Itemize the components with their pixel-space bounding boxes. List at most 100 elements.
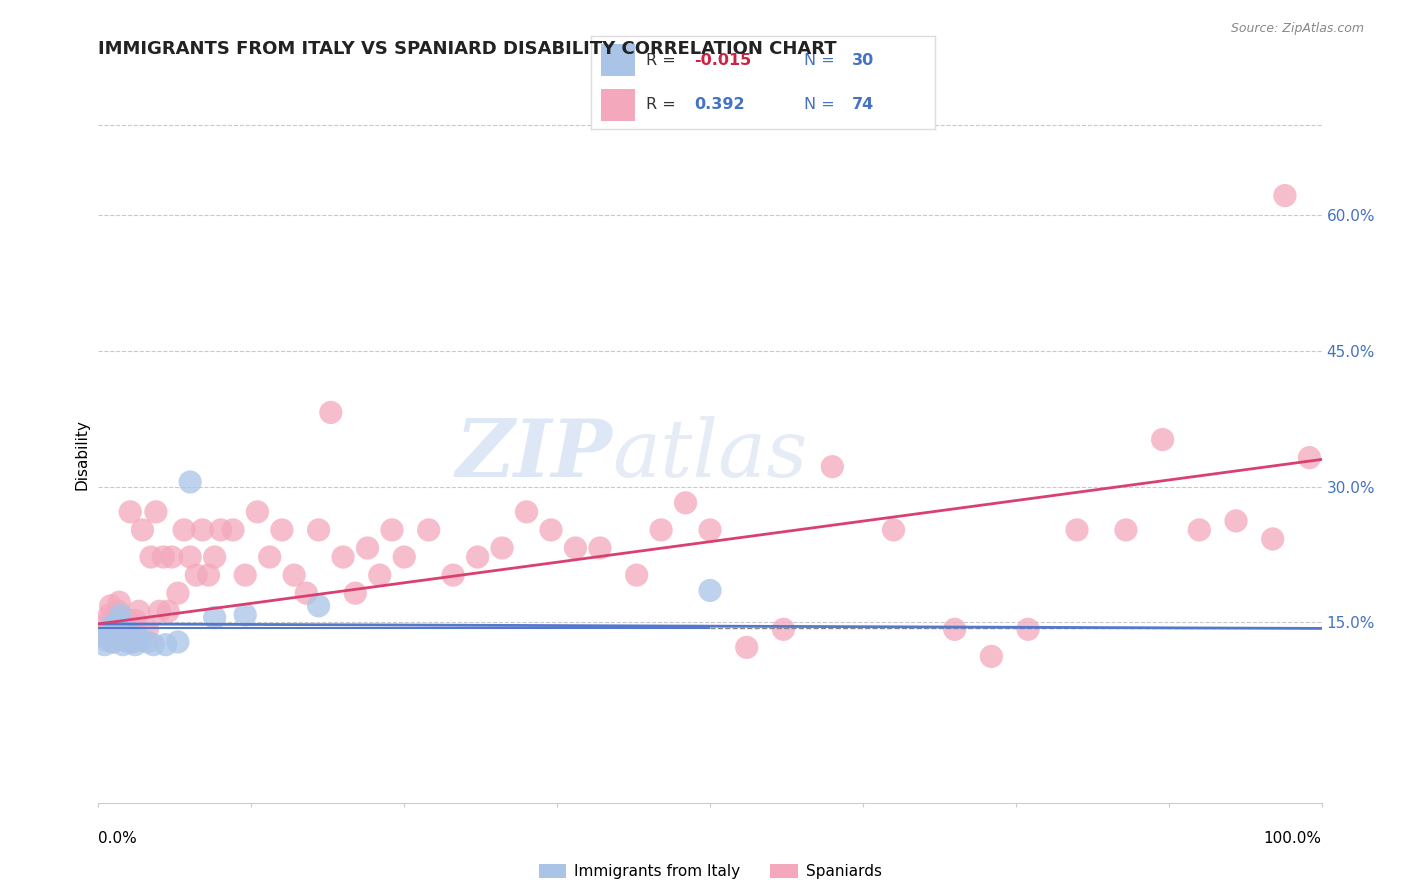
Point: [392, 549, 416, 564]
Point: [308, 523, 330, 537]
Point: [118, 635, 141, 649]
Y-axis label: Disability: Disability: [75, 419, 90, 491]
Point: [136, 623, 159, 637]
Point: [356, 541, 378, 555]
Point: [418, 523, 440, 537]
Point: [332, 549, 354, 564]
Point: [149, 604, 172, 618]
Text: ZIP: ZIP: [456, 417, 612, 493]
Text: 100.0%: 100.0%: [1264, 831, 1322, 846]
Point: [650, 523, 672, 537]
Point: [107, 604, 129, 618]
Point: [1066, 523, 1088, 537]
Point: [735, 640, 758, 655]
Point: [699, 523, 721, 537]
Point: [491, 541, 513, 555]
Point: [136, 635, 159, 649]
Point: [112, 633, 135, 648]
Point: [105, 610, 128, 624]
Point: [108, 595, 131, 609]
Point: [204, 549, 226, 564]
Point: [179, 549, 201, 564]
Point: [128, 604, 150, 618]
Point: [93, 638, 115, 652]
Point: [540, 523, 562, 537]
Point: [142, 638, 165, 652]
Point: [108, 613, 131, 627]
Bar: [600, 44, 636, 76]
Point: [110, 607, 132, 622]
Point: [124, 613, 146, 627]
Point: [107, 616, 129, 631]
Point: [157, 604, 180, 618]
Point: [1017, 623, 1039, 637]
Point: [197, 568, 219, 582]
Point: [368, 568, 391, 582]
Point: [127, 632, 149, 646]
Text: N =: N =: [804, 53, 835, 68]
Point: [111, 638, 134, 652]
Point: [259, 549, 281, 564]
Point: [155, 638, 177, 652]
Point: [167, 586, 190, 600]
Point: [139, 549, 162, 564]
Point: [209, 523, 232, 537]
Point: [515, 505, 537, 519]
Point: [101, 635, 124, 649]
Point: [103, 632, 125, 646]
Point: [191, 523, 214, 537]
Point: [120, 629, 142, 643]
Text: 74: 74: [852, 97, 875, 112]
Point: [160, 549, 183, 564]
Point: [96, 616, 118, 631]
Point: [1188, 523, 1211, 537]
Point: [1298, 450, 1320, 465]
Point: [98, 624, 121, 639]
Point: [283, 568, 305, 582]
Bar: [600, 89, 636, 121]
Point: [100, 619, 122, 633]
Point: [270, 523, 294, 537]
Point: [1115, 523, 1137, 537]
Point: [117, 613, 139, 627]
Text: 0.392: 0.392: [695, 97, 745, 112]
Point: [114, 619, 136, 633]
Point: [1225, 514, 1247, 528]
Text: atlas: atlas: [612, 417, 807, 493]
Point: [121, 635, 143, 649]
Point: [246, 505, 269, 519]
Point: [100, 629, 122, 643]
Text: 30: 30: [852, 53, 875, 68]
Text: R =: R =: [645, 53, 675, 68]
Point: [100, 599, 122, 613]
Point: [772, 623, 794, 637]
Point: [98, 607, 121, 622]
Point: [467, 549, 489, 564]
Point: [96, 633, 118, 648]
Point: [441, 568, 464, 582]
Point: [131, 523, 153, 537]
Point: [204, 610, 226, 624]
Point: [186, 568, 208, 582]
Point: [883, 523, 905, 537]
Text: -0.015: -0.015: [695, 53, 751, 68]
Legend: Immigrants from Italy, Spaniards: Immigrants from Italy, Spaniards: [533, 858, 887, 886]
Point: [173, 523, 195, 537]
Point: [295, 586, 318, 600]
Point: [101, 635, 124, 649]
Text: N =: N =: [804, 97, 835, 112]
Point: [675, 496, 697, 510]
Point: [167, 635, 190, 649]
Point: [1152, 433, 1174, 447]
Point: [699, 583, 721, 598]
Point: [152, 549, 174, 564]
Point: [319, 405, 342, 419]
Point: [105, 623, 128, 637]
Point: [1261, 532, 1284, 546]
Point: [344, 586, 367, 600]
Point: [564, 541, 586, 555]
Point: [114, 624, 136, 639]
Text: Source: ZipAtlas.com: Source: ZipAtlas.com: [1230, 22, 1364, 36]
Point: [589, 541, 612, 555]
Point: [103, 623, 125, 637]
